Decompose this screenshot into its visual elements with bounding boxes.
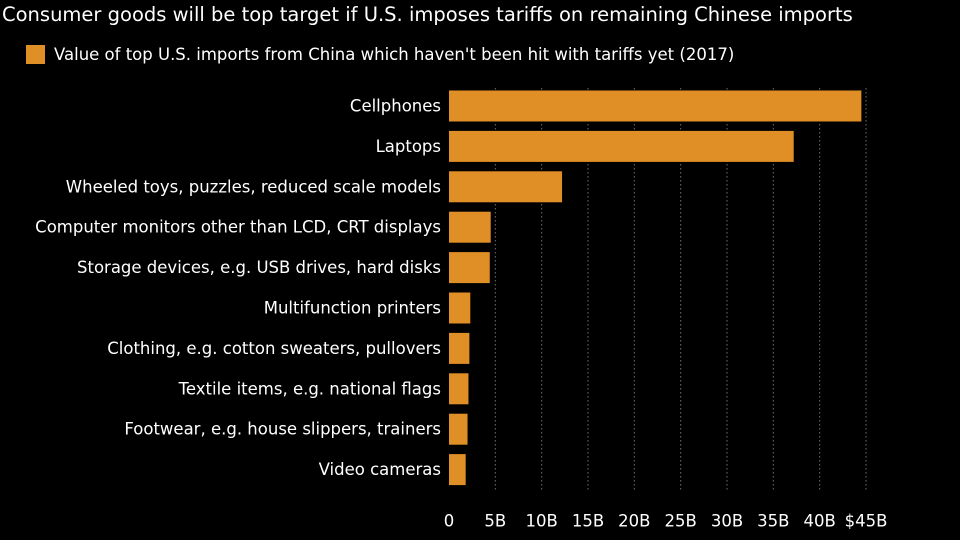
- x-tick-label: 5B: [484, 512, 506, 531]
- bar: [449, 211, 491, 243]
- x-axis-tick-labels: 0 5B 10B 15B 20B 25B 30B 35B 40B $45B: [444, 512, 888, 531]
- bar: [449, 413, 468, 445]
- gridlines: [494, 88, 867, 490]
- x-tick-label: 40B: [804, 512, 836, 531]
- category-labels: Cellphones Laptops Wheeled toys, puzzles, …: [35, 97, 441, 480]
- category-label: Textile items, e.g. national flags: [178, 379, 441, 398]
- x-tick-label: 20B: [618, 512, 650, 531]
- bar: [449, 292, 471, 324]
- x-tick-label: $45B: [845, 512, 888, 531]
- category-label: Laptops: [376, 137, 441, 156]
- bar: [449, 373, 469, 405]
- category-label: Video cameras: [319, 460, 441, 479]
- x-tick-label: 30B: [711, 512, 743, 531]
- bar: [449, 130, 794, 162]
- bars: [449, 90, 862, 486]
- bar: [449, 332, 470, 364]
- category-label: Multifunction printers: [264, 299, 441, 318]
- legend-swatch: [26, 44, 45, 64]
- x-tick-label: 35B: [757, 512, 789, 531]
- category-label: Footwear, e.g. house slippers, trainers: [124, 420, 441, 439]
- legend-label: Value of top U.S. imports from China whi…: [54, 44, 735, 64]
- x-tick-label: 25B: [665, 512, 697, 531]
- legend: Value of top U.S. imports from China whi…: [26, 43, 734, 65]
- category-label: Clothing, e.g. cotton sweaters, pullover…: [107, 339, 441, 358]
- category-label: Cellphones: [350, 97, 441, 116]
- bar: [449, 252, 490, 284]
- x-tick-label: 10B: [526, 512, 558, 531]
- category-label: Storage devices, e.g. USB drives, hard d…: [77, 258, 441, 277]
- bar: [449, 90, 862, 122]
- chart-title: Consumer goods will be top target if U.S…: [2, 3, 853, 26]
- x-tick-label: 15B: [572, 512, 604, 531]
- bar: [449, 171, 563, 203]
- bar: [449, 454, 466, 486]
- category-label: Wheeled toys, puzzles, reduced scale mod…: [66, 177, 441, 196]
- category-label: Computer monitors other than LCD, CRT di…: [35, 218, 441, 237]
- x-tick-label: 0: [444, 512, 455, 531]
